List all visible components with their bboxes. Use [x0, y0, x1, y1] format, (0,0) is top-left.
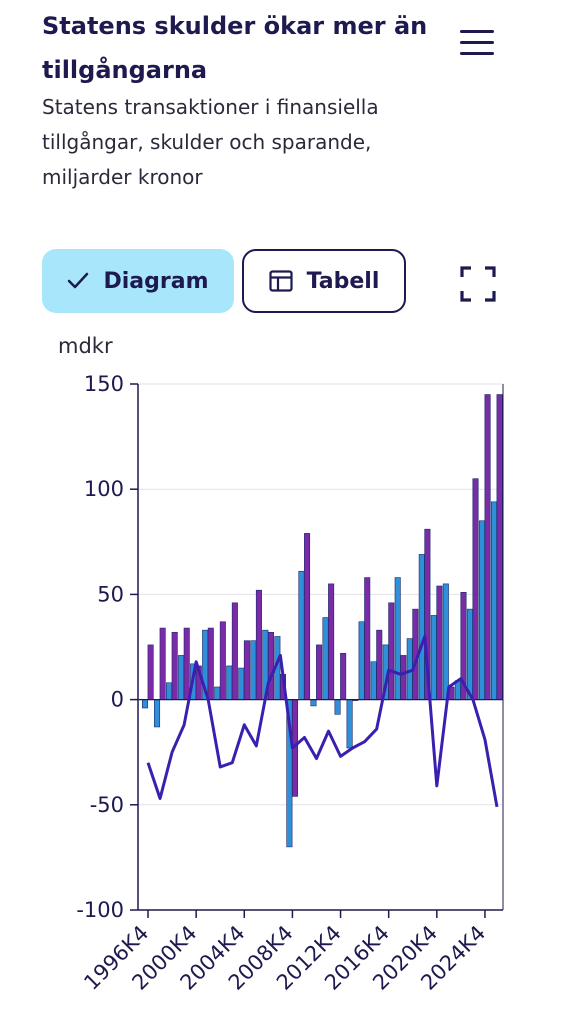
- bar: [171, 631, 178, 700]
- fullscreen-icon[interactable]: [460, 266, 496, 302]
- bar: [496, 394, 503, 700]
- bar: [322, 617, 329, 700]
- bar: [340, 653, 347, 700]
- bar: [207, 627, 214, 700]
- bar: [231, 602, 238, 700]
- bar: [388, 602, 395, 700]
- table-button[interactable]: Tabell: [242, 249, 406, 313]
- bar: [364, 577, 371, 700]
- bar: [490, 501, 497, 700]
- bar: [394, 577, 401, 700]
- y-tick-label: -100: [76, 898, 124, 922]
- bar: [267, 631, 274, 700]
- page-subtitle: Statens transaktioner i finansiella till…: [42, 95, 379, 189]
- table-button-label: Tabell: [306, 268, 380, 294]
- check-icon: [67, 272, 89, 290]
- bar: [466, 608, 473, 700]
- bar: [154, 699, 161, 728]
- bar: [147, 644, 154, 700]
- menu-icon[interactable]: [460, 30, 494, 56]
- bar: [430, 615, 437, 700]
- bar: [334, 699, 341, 715]
- y-tick-label: 50: [97, 582, 124, 606]
- y-tick-label: 100: [84, 477, 124, 501]
- bar: [255, 589, 262, 700]
- page-title: Statens skulder ökar mer än tillgångarna: [42, 12, 428, 84]
- bar: [346, 699, 353, 749]
- bar: [214, 686, 221, 700]
- y-tick-label: -50: [90, 793, 124, 817]
- bar: [418, 554, 425, 700]
- bar: [219, 621, 226, 700]
- y-axis-unit: mdkr: [58, 334, 113, 358]
- y-tick-label: 0: [111, 688, 124, 712]
- bar: [159, 627, 166, 700]
- bar: [484, 394, 491, 700]
- bar: [316, 644, 323, 700]
- bar: [142, 699, 149, 709]
- bar: [400, 655, 407, 700]
- bar: [243, 640, 250, 700]
- bar: [166, 682, 173, 700]
- bar: [298, 570, 305, 700]
- bar: [226, 665, 233, 700]
- bar: [304, 533, 311, 700]
- diagram-button-label: Diagram: [103, 268, 209, 294]
- table-icon: [269, 270, 293, 292]
- bar: [370, 661, 377, 700]
- bar: [178, 655, 185, 700]
- line-series: [146, 634, 499, 808]
- bar: [328, 583, 335, 700]
- bar: [358, 621, 365, 700]
- y-tick-label: 150: [84, 372, 124, 396]
- bar: [436, 585, 443, 700]
- bar: [183, 627, 190, 700]
- diagram-button[interactable]: Diagram: [42, 249, 234, 313]
- chart: 150100500-50-1001996K42000K42004K42008K4…: [76, 372, 504, 995]
- bar: [310, 699, 317, 707]
- bar: [238, 667, 245, 700]
- bar: [442, 583, 449, 700]
- bar: [478, 520, 485, 700]
- bar: [250, 640, 257, 700]
- bar: [472, 478, 479, 700]
- bar: [376, 629, 383, 700]
